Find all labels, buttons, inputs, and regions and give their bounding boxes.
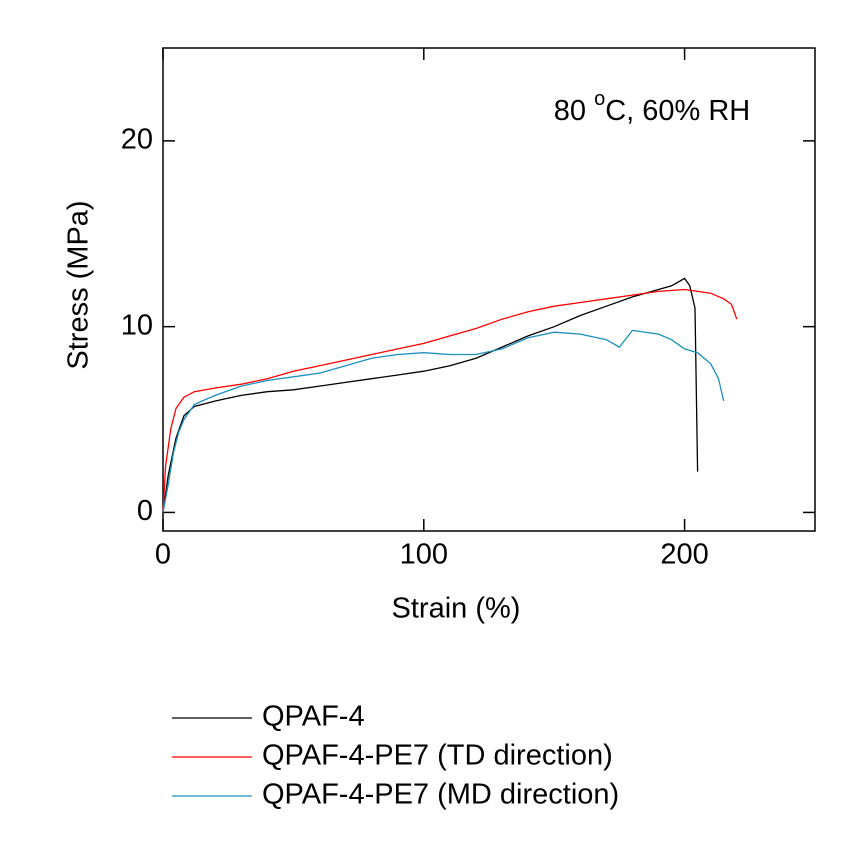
- data-line: [162, 288, 738, 513]
- y-tick-label: 0: [137, 495, 153, 527]
- data-line: [162, 277, 699, 513]
- legend-label: QPAF-4-PE7 (TD direction): [262, 740, 613, 772]
- legend-label: QPAF-4-PE7 (MD direction): [262, 779, 619, 811]
- x-tick-label: 200: [660, 539, 708, 571]
- data-line: [162, 329, 725, 513]
- annotation: 80 oC, 60% RH: [554, 88, 751, 126]
- plot-frame: [162, 47, 816, 532]
- y-axis-label: Stress (MPa): [63, 200, 95, 369]
- y-tick-label: 10: [121, 309, 153, 341]
- legend-label: QPAF-4: [262, 701, 365, 733]
- x-tick-label: 100: [400, 539, 448, 571]
- x-axis-label: Strain (%): [392, 593, 521, 625]
- y-tick-label: 20: [121, 124, 153, 156]
- x-tick-label: 0: [155, 539, 171, 571]
